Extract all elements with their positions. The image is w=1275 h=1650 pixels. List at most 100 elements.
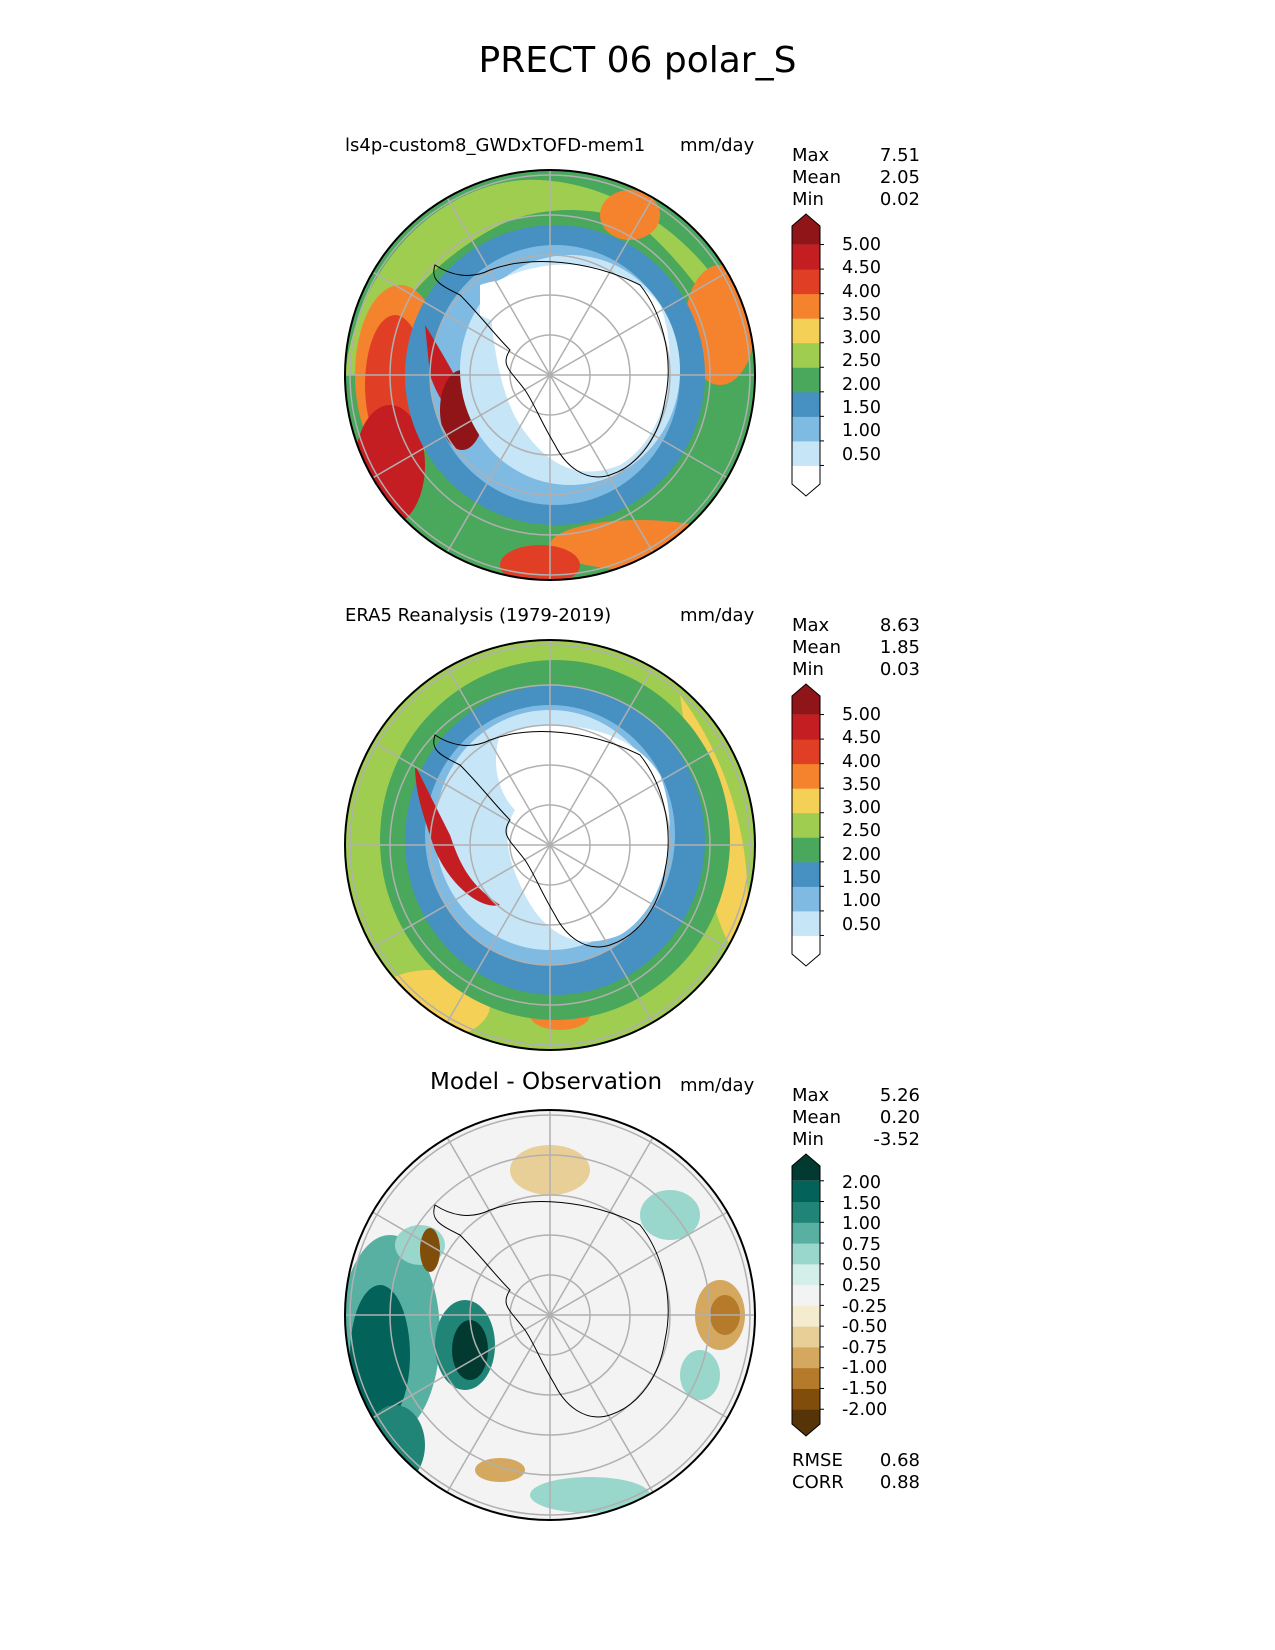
stat-label: Max (792, 1085, 830, 1106)
colorbar-segment (792, 367, 820, 393)
stat-label: Mean (792, 167, 842, 188)
colorbar-tick-label: 4.00 (842, 281, 881, 302)
colorbar-outline (791, 1153, 821, 1437)
stats-block: Max 8.63 Mean 1.85 Min 0.03 (792, 615, 920, 681)
colorbar-tick-label: -1.00 (842, 1358, 888, 1379)
antarctica-coastline (433, 261, 669, 478)
colorbar-tick-label: -0.50 (842, 1317, 888, 1338)
colorbar-tick-label: 2.50 (842, 821, 881, 842)
colorbar-tick-label: 2.00 (842, 1173, 881, 1193)
colorbar-tick-label: 0.75 (842, 1234, 881, 1255)
colorbar-segment (792, 861, 820, 887)
figure-title: PRECT 06 polar_S (478, 40, 797, 81)
stat-value: 8.63 (879, 615, 920, 636)
colorbar-segment (792, 812, 820, 838)
panel-model: ls4p-custom8_GWDxTOFD-mem1 mm/day Max 7.5… (0, 135, 1275, 605)
colorbar-tick-label: 2.00 (842, 374, 881, 395)
colorbar-segment (792, 788, 820, 814)
colorbar-segment (792, 763, 820, 789)
colorbar-segment (792, 1346, 820, 1369)
colorbar-extend-min (792, 935, 820, 966)
units-label: mm/day (680, 135, 755, 156)
colorbar-tick-label: 0.50 (842, 444, 881, 465)
panel-difference: Model - Observation mm/day Max 5.26 Mean 0… (0, 1069, 1275, 1545)
colorbar-tick-label: 2.00 (842, 844, 881, 865)
colorbar-tick-label: 0.50 (842, 914, 881, 935)
panel-title: ls4p-custom8_GWDxTOFD-mem1 (345, 135, 646, 156)
colorbar-tick-label: 0.25 (842, 1275, 881, 1296)
colorbar-segment (792, 837, 820, 863)
map-boundary (344, 639, 756, 1051)
colorbar-segment (792, 440, 820, 466)
stat-label: Max (792, 145, 830, 166)
colorbar-tick-label: 3.00 (842, 328, 881, 349)
colorbar-tick-label: 1.00 (842, 421, 881, 442)
colorbar-labels: 2.00 1.50 1.00 0.75 0.50 0.25 -0.25 -0.5… (842, 1173, 887, 1420)
stats-block: Max 5.26 Mean 0.20 Min -3.52 (792, 1085, 920, 1151)
colorbar-precip-observation (791, 683, 824, 967)
colorbar-tick-label: 3.50 (842, 774, 881, 795)
polar-map-difference (344, 1109, 756, 1521)
panel-observation: ERA5 Reanalysis (1979-2019) mm/day Max 8.… (0, 605, 1275, 1075)
colorbar-segment (792, 739, 820, 765)
colorbar-tick-label: -0.25 (842, 1296, 888, 1317)
colorbar-tick-label: -2.00 (842, 1399, 888, 1420)
stat-value: 0.03 (879, 659, 920, 680)
stat-label: Min (792, 1129, 824, 1150)
colorbar-segment (792, 1201, 820, 1223)
colorbar-precip-model (791, 213, 824, 497)
colorbar-segment (792, 293, 820, 319)
stat-label: Min (792, 659, 824, 680)
stat-label: Min (792, 189, 824, 210)
colorbar-tick-label: 5.00 (842, 705, 881, 725)
colorbar-segment (792, 1367, 820, 1389)
colorbar-tick-label: 1.00 (842, 891, 881, 912)
skill-stats-block: RMSE 0.68 CORR 0.88 (792, 1450, 920, 1494)
colorbar-segment (792, 1222, 820, 1244)
stat-label: CORR (792, 1472, 844, 1493)
colorbar-tick-label: -1.50 (842, 1378, 888, 1399)
colorbar-segment (792, 1388, 820, 1410)
colorbar-segment (792, 1180, 820, 1203)
map-boundary (344, 169, 756, 581)
polar-map-observation (344, 639, 756, 1051)
stat-value: 0.20 (879, 1107, 920, 1128)
colorbar-outline (791, 213, 821, 497)
colorbar-segment (792, 1326, 820, 1348)
stat-value: -3.52 (873, 1129, 920, 1150)
colorbar-tick-label: 0.50 (842, 1255, 881, 1276)
stat-value: 0.02 (879, 189, 920, 210)
colorbar-segment (792, 1284, 820, 1306)
stat-value: 0.68 (879, 1450, 920, 1471)
stat-value: 5.26 (879, 1085, 920, 1106)
colorbar-extend-max (792, 684, 820, 715)
panel-title: ERA5 Reanalysis (1979-2019) (345, 605, 612, 626)
colorbar-tick-label: 1.50 (842, 398, 881, 419)
colorbar-segment (792, 886, 820, 912)
colorbar-segment (792, 910, 820, 936)
colorbar-tick-label: 4.00 (842, 751, 881, 772)
colorbar-segment (792, 714, 820, 740)
colorbar-tick-label: 2.50 (842, 351, 881, 372)
colorbar-tick-label: 3.50 (842, 304, 881, 325)
colorbar-extend-max (792, 1154, 820, 1181)
stat-value: 0.88 (879, 1472, 920, 1493)
graticule (345, 170, 755, 580)
colorbar-difference (791, 1153, 824, 1437)
panel-title: Model - Observation (430, 1069, 663, 1095)
colorbar-segment (792, 244, 820, 270)
colorbar-segment (792, 1263, 820, 1286)
colorbar-tick-label: 5.00 (842, 235, 881, 255)
stat-label: Mean (792, 637, 842, 658)
polar-map-model (344, 169, 756, 581)
stat-label: Mean (792, 1107, 842, 1128)
colorbar-extend-min (792, 465, 820, 496)
colorbar-tick-label: 1.00 (842, 1214, 881, 1235)
colorbar-labels: 5.00 4.50 4.00 3.50 3.00 2.50 2.00 1.50 … (842, 705, 881, 938)
graticule (345, 1110, 755, 1520)
stats-block: Max 7.51 Mean 2.05 Min 0.02 (792, 145, 920, 211)
colorbar-extend-min (792, 1409, 820, 1436)
antarctica-coastline (433, 1201, 669, 1418)
colorbar-segment (792, 416, 820, 442)
colorbar-segment (792, 269, 820, 295)
